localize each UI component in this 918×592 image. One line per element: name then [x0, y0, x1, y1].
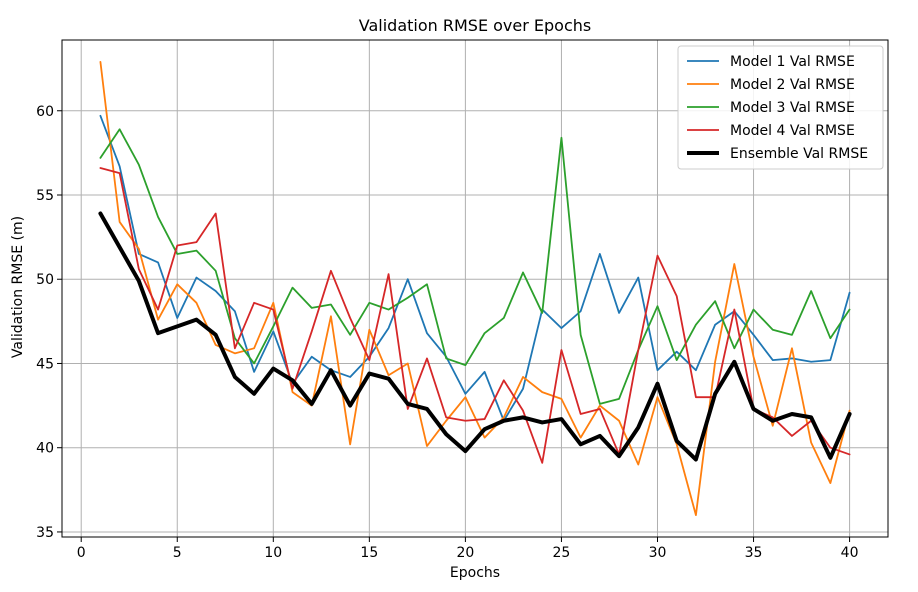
y-tick-label: 35 [36, 525, 54, 541]
grid [62, 40, 888, 537]
x-tick-label: 20 [456, 545, 474, 561]
y-tick-label: 45 [36, 356, 54, 372]
legend-label-5: Ensemble Val RMSE [730, 146, 868, 162]
y-axis: 35 40 45 50 55 60 [36, 104, 62, 541]
y-tick-label: 40 [36, 441, 54, 457]
x-tick-label: 10 [264, 545, 282, 561]
series-line-2 [99, 61, 851, 516]
x-axis: 0 5 10 15 20 25 30 35 40 [77, 537, 859, 561]
chart-title: Validation RMSE over Epochs [359, 16, 591, 35]
x-tick-label: 25 [553, 545, 571, 561]
x-tick-label: 15 [360, 545, 378, 561]
legend-label-1: Model 1 Val RMSE [730, 54, 855, 70]
plot-area [98, 61, 852, 516]
y-tick-label: 50 [36, 272, 54, 288]
x-tick-label: 40 [841, 545, 859, 561]
x-tick-label: 0 [77, 545, 86, 561]
plot-frame [61, 39, 889, 538]
x-tick-label: 5 [173, 545, 182, 561]
y-tick-label: 55 [36, 188, 54, 204]
series-line-1 [99, 114, 851, 422]
legend-label-4: Model 4 Val RMSE [730, 123, 855, 139]
x-tick-label: 35 [745, 545, 763, 561]
x-axis-label: Epochs [450, 565, 500, 581]
legend-box [677, 45, 884, 170]
series-line-3 [99, 128, 851, 405]
x-tick-label: 30 [649, 545, 667, 561]
legend-label-3: Model 3 Val RMSE [730, 100, 855, 116]
series-line-5 [98, 211, 852, 462]
legend: Model 1 Val RMSE Model 2 Val RMSE Model 3 … [677, 45, 884, 170]
series-line-4 [99, 167, 851, 464]
y-axis-label: Validation RMSE (m) [10, 216, 26, 358]
y-tick-label: 60 [36, 104, 54, 120]
legend-label-2: Model 2 Val RMSE [730, 77, 855, 93]
